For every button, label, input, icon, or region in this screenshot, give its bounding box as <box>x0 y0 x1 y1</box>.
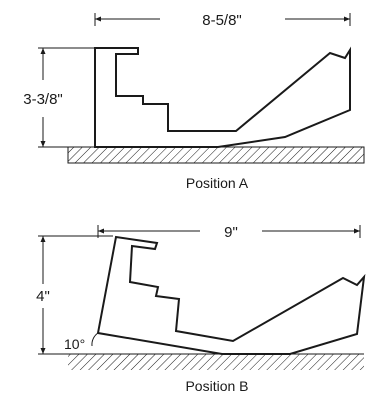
position-b-angle-marker: 10° <box>64 332 99 352</box>
position-a-width-label: 8-5/8" <box>202 12 242 29</box>
position-b-height-dimension: 4" <box>36 235 113 355</box>
position-a-height-dimension: 3-3/8" <box>23 47 95 148</box>
position-a-caption: Position A <box>186 175 249 191</box>
position-a-figure: 8-5/8" 3-3/8" Position A <box>23 12 365 191</box>
position-b-part-profile <box>96 235 366 355</box>
position-a-part-profile <box>94 46 351 148</box>
position-b-caption: Position B <box>185 378 248 394</box>
position-b-width-dimension: 9" <box>97 224 361 241</box>
position-a-ground-hatch <box>67 146 365 164</box>
position-b-angle-label: 10° <box>64 336 85 352</box>
position-b-height-label: 4" <box>36 288 50 305</box>
position-b-figure: 9" 4" 10° Position B <box>36 224 366 394</box>
position-b-width-label: 9" <box>224 224 238 241</box>
position-a-width-dimension: 8-5/8" <box>94 12 351 29</box>
position-b-ground-hatch <box>68 354 364 370</box>
position-a-height-label: 3-3/8" <box>23 91 63 108</box>
